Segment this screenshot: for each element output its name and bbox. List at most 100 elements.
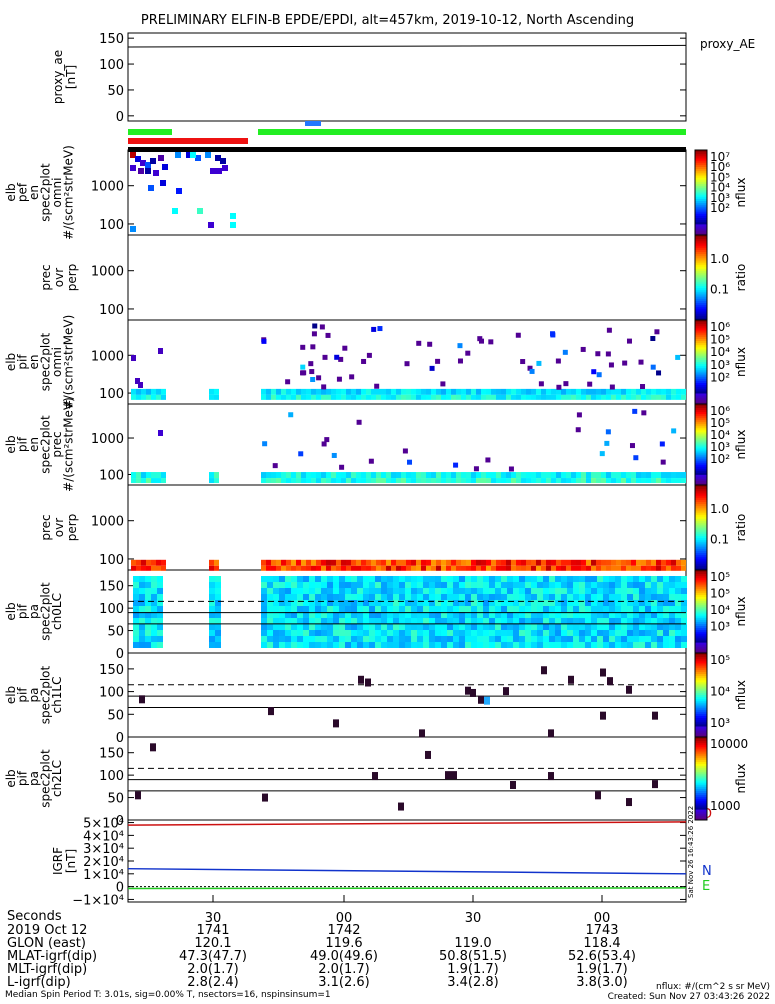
panel-pef-prec-ratio: prec ovr perp bbox=[39, 234, 687, 321]
flux-cell bbox=[393, 606, 399, 612]
colorbar-step bbox=[695, 262, 707, 266]
flux-cell bbox=[453, 462, 459, 468]
flux-cell bbox=[675, 612, 681, 618]
flux-cell bbox=[579, 588, 585, 594]
band-cell bbox=[506, 478, 511, 484]
band-cell bbox=[426, 478, 431, 484]
colorbar-step bbox=[695, 661, 707, 664]
band-cell bbox=[156, 565, 161, 571]
flux-cell bbox=[261, 600, 267, 606]
flux-cell bbox=[369, 642, 375, 648]
flux-cell bbox=[657, 636, 663, 642]
flux-cell bbox=[597, 642, 603, 648]
flux-cell bbox=[465, 594, 471, 600]
colorbar-step bbox=[695, 638, 707, 642]
band-cell bbox=[541, 559, 546, 566]
flux-cell bbox=[272, 463, 278, 469]
band-cell bbox=[411, 394, 416, 400]
flux-cell bbox=[555, 600, 561, 606]
colorbar-step bbox=[695, 175, 707, 179]
flux-cell bbox=[459, 588, 465, 594]
flux-cell bbox=[315, 630, 321, 636]
flux-cell bbox=[321, 594, 327, 600]
flux-cell bbox=[309, 618, 315, 624]
flux-cell bbox=[633, 600, 639, 606]
colorbar-step bbox=[695, 786, 707, 790]
colorbar-step bbox=[695, 688, 707, 692]
flux-cell bbox=[417, 630, 423, 636]
flux-cell bbox=[536, 360, 542, 366]
flux-cell bbox=[471, 576, 477, 582]
flux-cell bbox=[357, 576, 363, 582]
flux-cell bbox=[133, 642, 139, 648]
colorbar-step bbox=[695, 408, 707, 411]
footer-created: Created: Sun Nov 27 03:43:26 2022 bbox=[608, 992, 770, 1000]
flux-cell bbox=[158, 155, 164, 161]
band-cell bbox=[301, 394, 306, 400]
colorbar-step bbox=[695, 460, 707, 464]
flux-cell bbox=[621, 624, 627, 630]
band-cell bbox=[136, 394, 141, 400]
colorbar-step bbox=[695, 669, 707, 673]
flux-cell bbox=[345, 642, 351, 648]
panel-ylabel: pa bbox=[27, 688, 41, 703]
flux-cell bbox=[333, 636, 339, 642]
flux-cell bbox=[675, 606, 681, 612]
flux-cell bbox=[573, 612, 579, 618]
band-cell bbox=[311, 565, 316, 571]
colorbar-step bbox=[695, 803, 707, 806]
flux-cell bbox=[381, 612, 387, 618]
colorbar-step bbox=[695, 179, 707, 183]
flux-cell bbox=[651, 582, 657, 588]
band-cell bbox=[556, 388, 561, 395]
colorbar-step bbox=[695, 797, 707, 800]
flux-cell bbox=[621, 576, 627, 582]
flux-cell bbox=[429, 600, 435, 606]
band-cell bbox=[576, 565, 581, 571]
band-cell bbox=[356, 559, 361, 566]
flux-cell bbox=[351, 642, 357, 648]
colorbar-step bbox=[695, 440, 707, 443]
flux-cell bbox=[309, 630, 315, 636]
band-cell bbox=[366, 559, 371, 566]
band-cell bbox=[276, 472, 281, 479]
flux-cell bbox=[405, 582, 411, 588]
status-bar-black bbox=[128, 147, 686, 152]
flux-cell bbox=[483, 636, 489, 642]
flux-cell bbox=[138, 168, 144, 174]
band-cell bbox=[151, 472, 156, 479]
flux-cell bbox=[645, 624, 651, 630]
flux-cell bbox=[139, 594, 145, 600]
panel-proxy-ae: proxy_ae [nT] bbox=[51, 32, 687, 122]
flux-cell bbox=[531, 636, 537, 642]
flux-cell bbox=[627, 606, 633, 612]
flux-cell bbox=[585, 576, 591, 582]
flux-cell bbox=[387, 642, 393, 648]
xaxis-row-value: 1.9(1.7) bbox=[447, 962, 499, 977]
flux-cell bbox=[303, 576, 309, 582]
flux-cell bbox=[309, 606, 315, 612]
band-cell bbox=[626, 478, 631, 484]
band-cell bbox=[266, 565, 271, 571]
band-cell bbox=[321, 559, 326, 566]
flux-cell bbox=[603, 618, 609, 624]
colorbar-step bbox=[695, 347, 707, 350]
flux-cell bbox=[531, 582, 537, 588]
flux-cell bbox=[507, 624, 513, 630]
band-cell bbox=[476, 478, 481, 484]
band-cell bbox=[566, 388, 571, 395]
panel-ylabel: pif bbox=[16, 603, 30, 619]
flux-cell bbox=[405, 594, 411, 600]
flux-cell bbox=[573, 606, 579, 612]
colorbar-step bbox=[695, 755, 707, 759]
colorbar-step bbox=[695, 782, 707, 786]
flux-cell bbox=[489, 630, 495, 636]
colorbar-step bbox=[695, 544, 707, 548]
flux-cell bbox=[135, 791, 141, 800]
band-cell bbox=[676, 472, 681, 479]
flux-cell bbox=[453, 630, 459, 636]
ytick-label: 3×10⁴ bbox=[83, 842, 124, 857]
band-cell bbox=[471, 559, 476, 566]
ytick-label: 0 bbox=[116, 110, 124, 125]
